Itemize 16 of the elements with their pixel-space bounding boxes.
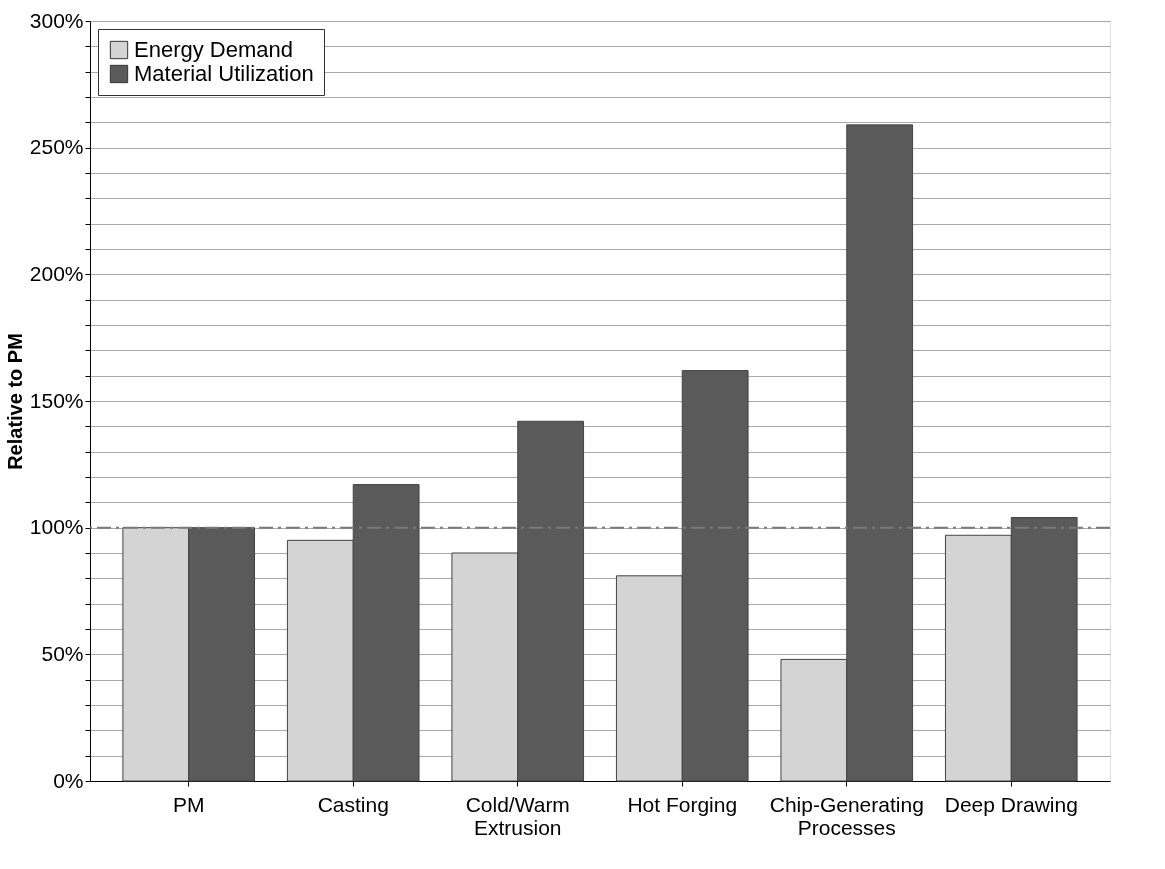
y-tick-label: 0% [53,768,84,792]
y-tick-label: 150% [29,388,84,412]
y-tick-label: 200% [29,261,84,285]
y-tick-label: 100% [29,515,84,539]
x-tick-label: Hot Forging [627,792,738,816]
x-tick-label: Chip-Generating Processes [769,792,924,839]
y-axis-title: Relative to PM [3,333,26,470]
legend-label: Material Utilization [134,61,314,86]
y-tick-label: 300% [29,8,84,32]
y-tick-label: 50% [41,641,84,665]
y-tick-label: 250% [29,135,84,159]
x-tick-label: Deep Drawing [944,792,1078,816]
legend-label: Energy Demand [134,37,293,62]
x-tick-label: PM [172,792,205,816]
x-tick-label: Casting [317,792,389,816]
x-tick-label: Cold/Warm Extrusion [465,792,570,839]
